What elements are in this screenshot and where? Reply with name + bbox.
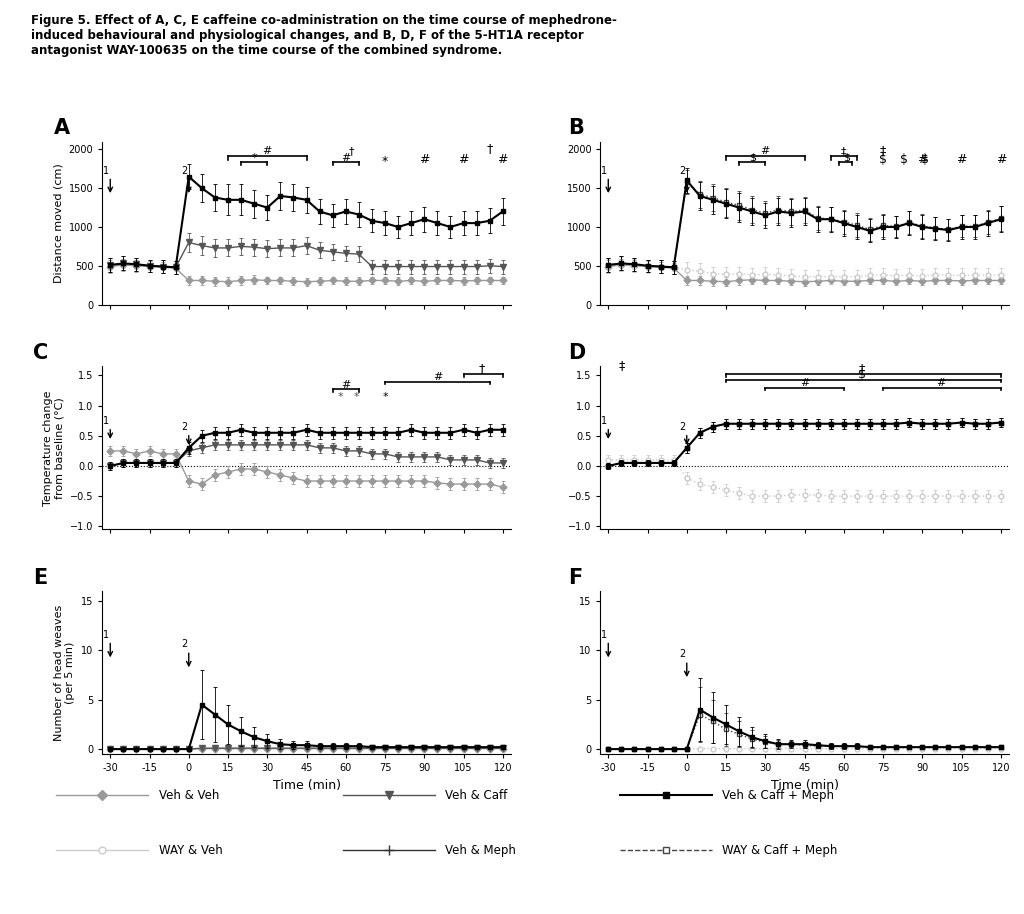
- Text: B: B: [567, 119, 584, 138]
- Text: #: #: [498, 154, 508, 166]
- Text: E: E: [33, 568, 47, 588]
- Y-axis label: Temperature change
from baseline (°C): Temperature change from baseline (°C): [43, 390, 65, 505]
- Text: #: #: [341, 153, 350, 163]
- X-axis label: Time (min): Time (min): [770, 779, 839, 792]
- Text: #: #: [956, 154, 967, 166]
- Text: #: #: [433, 372, 442, 382]
- Text: C: C: [33, 343, 48, 363]
- Text: ‡: ‡: [618, 359, 625, 372]
- Text: $: $: [843, 153, 850, 163]
- Y-axis label: Distance moved (cm): Distance moved (cm): [53, 164, 63, 283]
- Text: †: †: [486, 143, 493, 155]
- Text: *: *: [353, 391, 359, 401]
- Text: 2: 2: [181, 640, 188, 650]
- Text: $: $: [921, 154, 929, 166]
- Text: 2: 2: [680, 165, 686, 175]
- Text: #: #: [341, 379, 350, 389]
- Text: 1: 1: [601, 416, 607, 426]
- Text: *: *: [382, 155, 388, 168]
- Y-axis label: Number of head weaves
(per 5 min): Number of head weaves (per 5 min): [54, 604, 76, 740]
- Text: D: D: [567, 343, 585, 363]
- Text: 1: 1: [601, 165, 607, 175]
- Text: 2: 2: [680, 649, 686, 659]
- X-axis label: Time (min): Time (min): [272, 779, 341, 792]
- Text: †: †: [348, 146, 353, 156]
- Text: #: #: [936, 377, 945, 388]
- Text: Veh & Caff + Meph: Veh & Caff + Meph: [722, 789, 834, 802]
- Text: *: *: [338, 391, 343, 401]
- Text: $: $: [749, 153, 756, 163]
- Text: #: #: [918, 154, 928, 166]
- Text: 2: 2: [680, 422, 686, 432]
- Text: $: $: [858, 368, 866, 381]
- Text: $: $: [879, 154, 887, 166]
- Text: #: #: [459, 154, 469, 166]
- Text: Veh & Caff: Veh & Caff: [445, 789, 508, 802]
- Text: ‡: ‡: [859, 363, 865, 376]
- Text: *: *: [251, 153, 257, 163]
- Text: Veh & Veh: Veh & Veh: [159, 789, 219, 802]
- Text: 1: 1: [601, 630, 607, 640]
- Text: WAY & Caff + Meph: WAY & Caff + Meph: [722, 844, 838, 856]
- Text: ‡: ‡: [841, 146, 847, 156]
- Text: †: †: [478, 363, 485, 376]
- Text: 1: 1: [103, 165, 110, 175]
- Text: #: #: [262, 146, 272, 156]
- Text: A: A: [53, 119, 70, 138]
- Text: 2: 2: [181, 165, 188, 175]
- Text: #: #: [995, 154, 1006, 166]
- Text: 2: 2: [181, 422, 188, 432]
- Text: 1: 1: [103, 416, 110, 426]
- Text: 1: 1: [103, 630, 110, 640]
- Text: #: #: [761, 146, 770, 156]
- Text: *: *: [382, 391, 388, 401]
- Text: Veh & Meph: Veh & Meph: [445, 844, 516, 856]
- Text: #: #: [419, 154, 429, 166]
- Text: #: #: [800, 377, 809, 388]
- Text: ‡: ‡: [880, 144, 886, 157]
- Text: F: F: [567, 568, 582, 588]
- Text: WAY & Veh: WAY & Veh: [159, 844, 222, 856]
- Text: $: $: [900, 154, 908, 166]
- Text: Figure 5. Effect of A, C, E caffeine co-administration on the time course of mep: Figure 5. Effect of A, C, E caffeine co-…: [31, 14, 616, 57]
